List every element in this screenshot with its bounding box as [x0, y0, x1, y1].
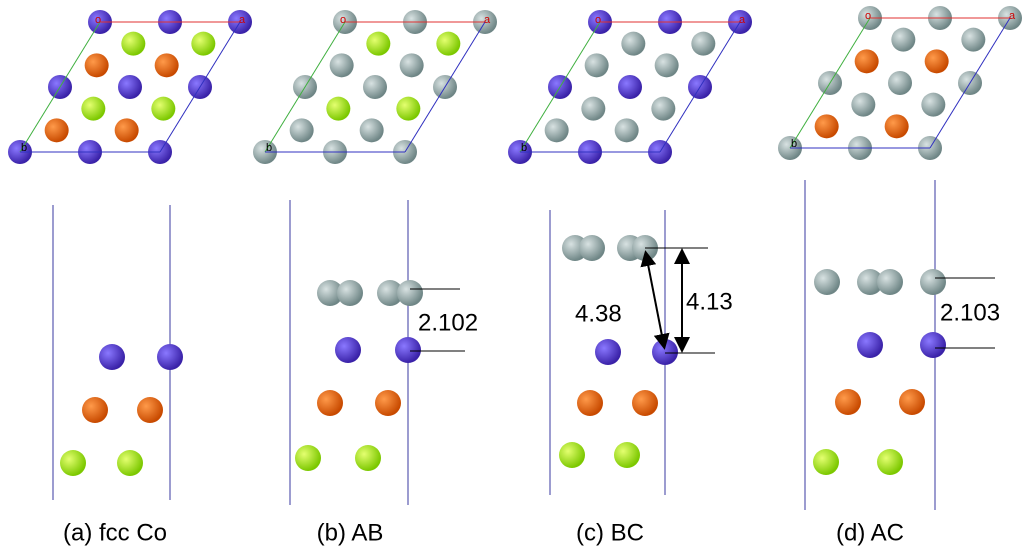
atom — [581, 96, 606, 121]
atom — [317, 390, 343, 416]
atom — [618, 75, 642, 99]
atom — [359, 118, 384, 143]
distance-label: 2.102 — [418, 309, 478, 336]
atom — [961, 27, 986, 52]
atom — [559, 442, 585, 468]
axis-label: a — [1009, 10, 1016, 22]
atom — [584, 53, 609, 78]
atom — [577, 390, 603, 416]
atom — [884, 114, 909, 139]
panel-caption: (d) AC — [836, 519, 904, 546]
atom — [363, 75, 387, 99]
atom — [877, 449, 903, 475]
atom — [337, 280, 363, 306]
atom — [654, 53, 679, 78]
atom — [82, 397, 108, 423]
line — [929, 17, 1011, 149]
distance-label: 4.13 — [686, 288, 733, 315]
atom — [877, 269, 903, 295]
line — [19, 21, 101, 153]
axis-label: a — [484, 14, 491, 26]
panel-caption: (a) fcc Co — [63, 519, 167, 546]
atom — [920, 332, 946, 358]
atom — [377, 280, 403, 306]
atom — [289, 118, 314, 143]
atom — [366, 31, 391, 56]
line — [404, 21, 486, 153]
atom — [921, 92, 946, 117]
atom — [121, 31, 146, 56]
atom — [888, 71, 912, 95]
atom — [851, 92, 876, 117]
axis-label: o — [95, 14, 101, 26]
atom — [375, 390, 401, 416]
atom — [579, 235, 605, 261]
atom — [191, 31, 216, 56]
line — [159, 21, 241, 153]
atom — [813, 449, 839, 475]
panel-caption: (c) BC — [576, 519, 644, 546]
atom — [114, 118, 139, 143]
atom — [396, 96, 421, 121]
atom — [544, 118, 569, 143]
panel-caption: (b) AB — [317, 519, 384, 546]
atom — [317, 280, 343, 306]
atom — [397, 280, 423, 306]
atom — [137, 397, 163, 423]
line — [640, 250, 670, 350]
atom — [118, 75, 142, 99]
line — [264, 21, 346, 153]
atom — [814, 269, 840, 295]
atom — [595, 339, 621, 365]
atom — [814, 114, 839, 139]
line — [519, 21, 601, 153]
atom — [857, 332, 883, 358]
atom — [295, 445, 321, 471]
line — [789, 17, 871, 149]
axis-label: b — [266, 142, 272, 154]
atom — [99, 344, 125, 370]
axis-label: o — [595, 14, 601, 26]
atom — [899, 389, 925, 415]
atom — [857, 269, 883, 295]
atom — [117, 450, 143, 476]
atom — [329, 53, 354, 78]
atom — [651, 96, 676, 121]
axis-label: o — [865, 10, 871, 22]
atom — [621, 31, 646, 56]
atom — [44, 118, 69, 143]
axis-label: a — [739, 14, 746, 26]
line — [659, 21, 741, 153]
atom — [157, 344, 183, 370]
atom — [924, 49, 949, 74]
atom — [395, 337, 421, 363]
axis-label: o — [340, 14, 346, 26]
atom — [154, 53, 179, 78]
atom — [854, 49, 879, 74]
atom — [81, 96, 106, 121]
axis-label: b — [791, 138, 797, 150]
axis-label: b — [21, 142, 27, 154]
atom — [151, 96, 176, 121]
atom — [614, 118, 639, 143]
atom — [60, 450, 86, 476]
atom — [436, 31, 461, 56]
atom — [355, 445, 381, 471]
atom — [632, 390, 658, 416]
atom — [399, 53, 424, 78]
axis-label: a — [239, 14, 246, 26]
atom — [652, 339, 678, 365]
axis-label: b — [521, 142, 527, 154]
atom — [691, 31, 716, 56]
atom — [326, 96, 351, 121]
atom — [614, 442, 640, 468]
atom — [335, 337, 361, 363]
atom — [891, 27, 916, 52]
distance-label: 2.103 — [940, 299, 1000, 326]
distance-label: 4.38 — [575, 300, 622, 327]
atom — [835, 389, 861, 415]
atom — [84, 53, 109, 78]
atom — [920, 269, 946, 295]
